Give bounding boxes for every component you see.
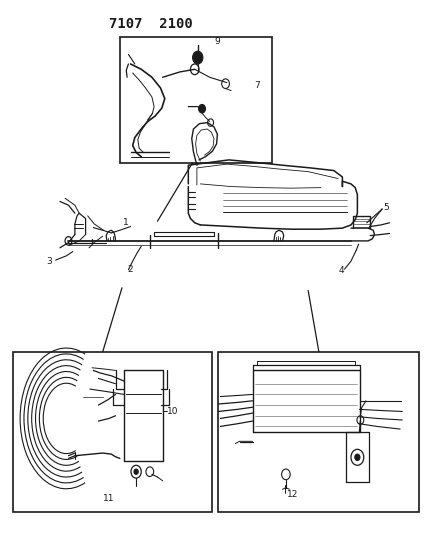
Text: 12: 12: [287, 490, 298, 498]
Text: 7: 7: [255, 81, 260, 90]
Text: 4: 4: [338, 266, 344, 274]
Text: 1: 1: [123, 219, 128, 227]
Circle shape: [193, 51, 203, 64]
Text: 10: 10: [167, 407, 178, 416]
Bar: [13, 352, 212, 512]
Text: 2: 2: [127, 265, 133, 274]
Bar: [120, 37, 272, 163]
Text: 9: 9: [214, 37, 220, 46]
Text: 5: 5: [383, 204, 389, 212]
Text: 7107  2100: 7107 2100: [109, 17, 193, 31]
Circle shape: [134, 469, 138, 474]
Text: 11: 11: [104, 494, 115, 503]
Circle shape: [199, 104, 205, 113]
Text: 3: 3: [46, 257, 52, 265]
Circle shape: [355, 454, 360, 461]
Bar: [218, 352, 419, 512]
